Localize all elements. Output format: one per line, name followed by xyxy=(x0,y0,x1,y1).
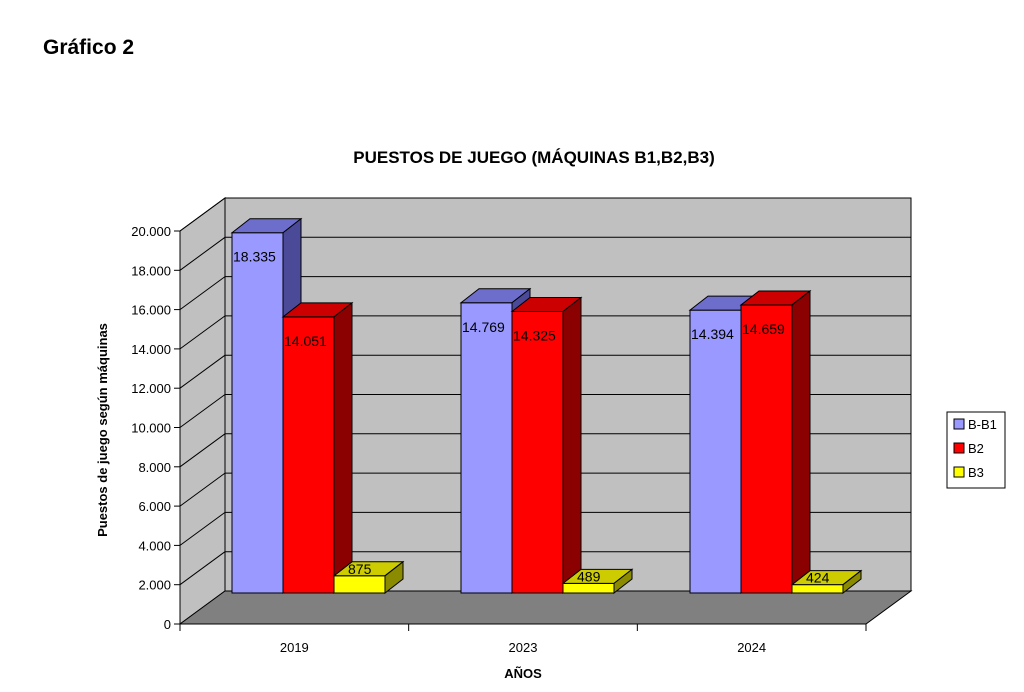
data-label: 424 xyxy=(806,570,830,586)
floor xyxy=(178,590,913,625)
y-axis-label: Puestos de juego según máquinas xyxy=(95,323,110,537)
data-label: 489 xyxy=(577,568,601,584)
bar: 875 xyxy=(332,560,405,595)
gridline-side xyxy=(179,433,226,468)
data-label: 14.325 xyxy=(513,328,556,344)
y-tick-label: 16.000 xyxy=(131,303,171,318)
bars: 18.335 14.051 875 14.769 14.325 489 14.394 14.6… xyxy=(230,217,863,595)
bar-side xyxy=(791,289,811,595)
bar-front xyxy=(231,232,284,594)
gridline-side xyxy=(179,197,226,232)
x-axis-label: AÑOS xyxy=(504,666,542,681)
legend-swatch xyxy=(953,442,965,454)
bar-front xyxy=(562,582,615,594)
x-tick-label: 2019 xyxy=(280,640,309,655)
legend-label: B-B1 xyxy=(968,417,997,432)
bar-front xyxy=(333,575,386,594)
bar-front xyxy=(511,311,564,594)
page-heading: Gráfico 2 xyxy=(43,36,135,59)
y-tick-label: 12.000 xyxy=(131,381,171,396)
y-tick-label: 0 xyxy=(164,617,171,632)
legend: B-B1 B2 B3 xyxy=(946,411,1006,489)
y-tick-label: 6.000 xyxy=(138,499,171,514)
data-label: 14.659 xyxy=(742,321,785,337)
bar-front xyxy=(791,584,844,594)
gridline-side xyxy=(179,236,226,271)
y-tick-label: 20.000 xyxy=(131,224,171,239)
x-tick-label: 2024 xyxy=(737,640,766,655)
bar-side xyxy=(384,560,404,595)
legend-label: B2 xyxy=(968,441,984,456)
y-tick-label: 18.000 xyxy=(131,263,171,278)
bar-side xyxy=(562,296,582,595)
chart-title: PUESTOS DE JUEGO (MÁQUINAS B1,B2,B3) xyxy=(353,148,714,167)
gridline-side xyxy=(179,394,226,428)
y-tick-label: 4.000 xyxy=(138,538,171,553)
y-tick-label: 10.000 xyxy=(131,421,171,436)
y-tick-label: 2.000 xyxy=(138,578,171,593)
gridline-side xyxy=(179,354,226,389)
bar-front xyxy=(282,316,335,594)
data-label: 875 xyxy=(348,561,372,577)
y-axis: 0 2.000 4.000 6.000 8.000 10.000 12.000 14.000 1… xyxy=(131,224,181,632)
bar: 489 xyxy=(561,568,634,595)
legend-swatch xyxy=(953,466,965,478)
y-tick-label: 8.000 xyxy=(138,460,171,475)
bar: 424 xyxy=(790,569,863,595)
data-label: 18.335 xyxy=(233,249,276,265)
bar-front xyxy=(460,302,513,594)
legend-label: B3 xyxy=(968,465,984,480)
bar-side xyxy=(613,568,633,595)
bar-side xyxy=(333,301,353,595)
y-tick-label: 14.000 xyxy=(131,342,171,357)
data-label: 14.769 xyxy=(462,319,505,335)
data-label: 14.051 xyxy=(284,333,327,349)
bar: 14.659 xyxy=(739,289,812,595)
bar-side xyxy=(842,569,862,595)
x-tick-label: 2023 xyxy=(509,640,538,655)
gridline-side xyxy=(179,276,226,311)
gridline-side xyxy=(179,511,226,546)
legend-swatch xyxy=(953,418,965,430)
bar-front xyxy=(689,309,742,594)
gridline-side xyxy=(179,472,226,507)
bar-front xyxy=(740,304,793,594)
gridline-side xyxy=(179,315,226,350)
data-label: 14.394 xyxy=(691,326,734,342)
bar: 14.051 xyxy=(281,301,354,595)
bar: 14.325 xyxy=(510,296,583,595)
gridline-side xyxy=(179,551,226,586)
x-axis: 2019 2023 2024 xyxy=(179,623,867,655)
